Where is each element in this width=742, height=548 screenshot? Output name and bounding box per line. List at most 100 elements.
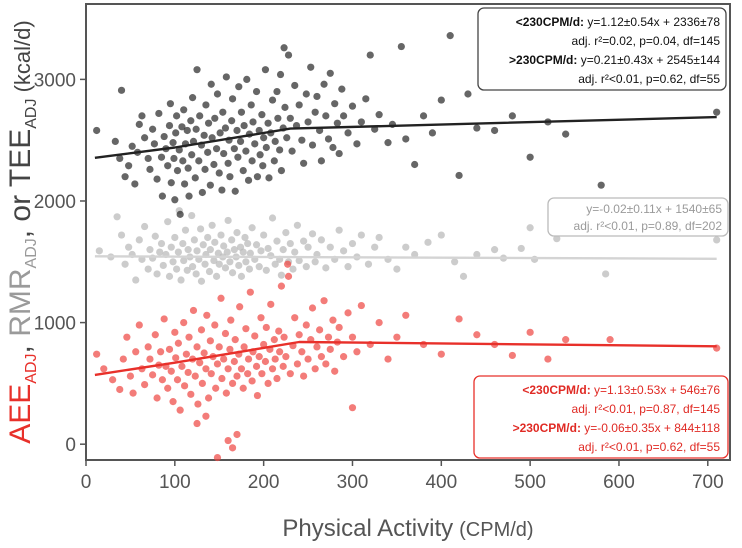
tee-point [202,101,210,109]
tee-point [185,192,193,200]
aee-point [276,348,284,356]
aee-point [132,348,140,356]
x-tick-label: 400 [425,472,457,493]
aee-point [151,331,159,339]
tee-point [169,139,177,147]
aee-point [393,333,401,341]
tee-annotation: <230CPM/d: y=1.12±0.54x + 2336±78 adj. r²… [477,7,727,91]
tee-point [193,66,201,74]
rmr-point [179,239,187,248]
aee-point [211,321,219,329]
aee-point [313,343,321,351]
tee-point [165,122,174,130]
rmr-point [451,258,459,266]
tee-point [93,126,101,135]
rmr-point [241,233,249,242]
rmr-point [239,248,247,256]
aee-point [233,372,241,380]
aee-point [261,357,270,366]
annotation-equation: adj. r²=0.02, p=0.04, df=145 [572,34,721,48]
tee-point [200,131,208,139]
aee-point [248,377,256,385]
rmr-point [317,236,325,244]
aee-point [293,360,302,368]
rmr-point [169,258,177,266]
tee-point [277,166,286,175]
rmr-point [344,263,352,271]
annotation-equation: adj. r²<0.01, p=0.87, df=145 [572,402,721,416]
aee-annotation-line: adj. r²<0.01, p=0.62, df=55 [578,440,720,454]
aee-point [153,394,161,402]
tee-point [166,100,174,108]
aee-point [230,357,238,366]
aee-point [196,359,204,367]
aee-point [207,370,215,378]
tee-point [235,83,243,91]
y-axis-label: AEEADJ, RMRADJ, or TEEADJ (kcal/d) [4,20,40,443]
annotation-equation: y=-0.06±0.35x + 844±118 [581,421,720,435]
x-tick-label: 0 [81,472,92,493]
tee-point [184,164,192,172]
aee-point [224,436,232,445]
rmr-point [181,226,190,234]
rmr-point [268,214,277,222]
aee-point [221,329,230,338]
rmr-point [602,270,610,278]
rmr-point [264,244,272,253]
aee-point [384,355,392,363]
aee-point [308,304,317,312]
rmr-point [157,239,166,248]
tee-point [256,151,264,159]
x-axis-label: Physical Activity (CPM/d) [282,515,533,542]
aee-point [203,311,211,319]
rmr-annotation-box [547,197,729,237]
aee-point [171,328,179,336]
rmr-point [491,246,499,254]
annotation-range-label: >230CPM/d: [513,421,581,435]
rmr-point [300,237,308,245]
rmr-point [237,272,246,280]
tee-point [271,137,279,146]
tee-point [249,118,257,126]
aee-point [213,453,222,462]
aee-point [197,326,206,334]
tee-point [180,106,188,114]
annotation-equation: adj. r²<0.01, p=0.62, df=55 [578,72,720,86]
aee-point [335,323,343,332]
x-tick-label: 700 [692,472,724,493]
tee-point [141,134,149,142]
aee-point [173,376,182,384]
tee-point [252,87,261,96]
tee-point [146,165,154,173]
tee-point [333,119,341,127]
tee-point [173,112,181,120]
rmr-point [183,266,191,274]
rmr-annotation-line: adj. r²<0.01, p=0.89, df=202 [574,219,723,233]
aee-point [270,336,278,344]
tee-point [188,94,197,102]
rmr-point [271,260,279,268]
tee-point [384,139,392,147]
aee-point [326,345,334,353]
aee-point [193,419,201,428]
x-axis-label-text: Physical Activity [282,515,453,542]
x-tick-label: 300 [337,472,369,493]
tee-point [324,135,333,143]
rmr-point [291,248,299,256]
rmr-point [393,265,401,273]
aee-point [93,350,101,358]
aee-point [606,336,614,344]
tee-point [196,112,204,120]
aee-point [202,365,210,373]
plot-frame [85,3,731,461]
aee-point [267,300,275,308]
aee-annotation-line: <230CPM/d: y=1.13±0.53x + 546±76 [522,383,720,397]
aee-point [242,325,250,333]
tee-point [204,119,213,127]
tee-point [240,122,248,130]
rmr-point [171,233,179,242]
rmr-point [304,243,312,251]
tee-point [167,179,175,187]
aee-point [202,412,210,420]
rmr-point [206,246,214,254]
